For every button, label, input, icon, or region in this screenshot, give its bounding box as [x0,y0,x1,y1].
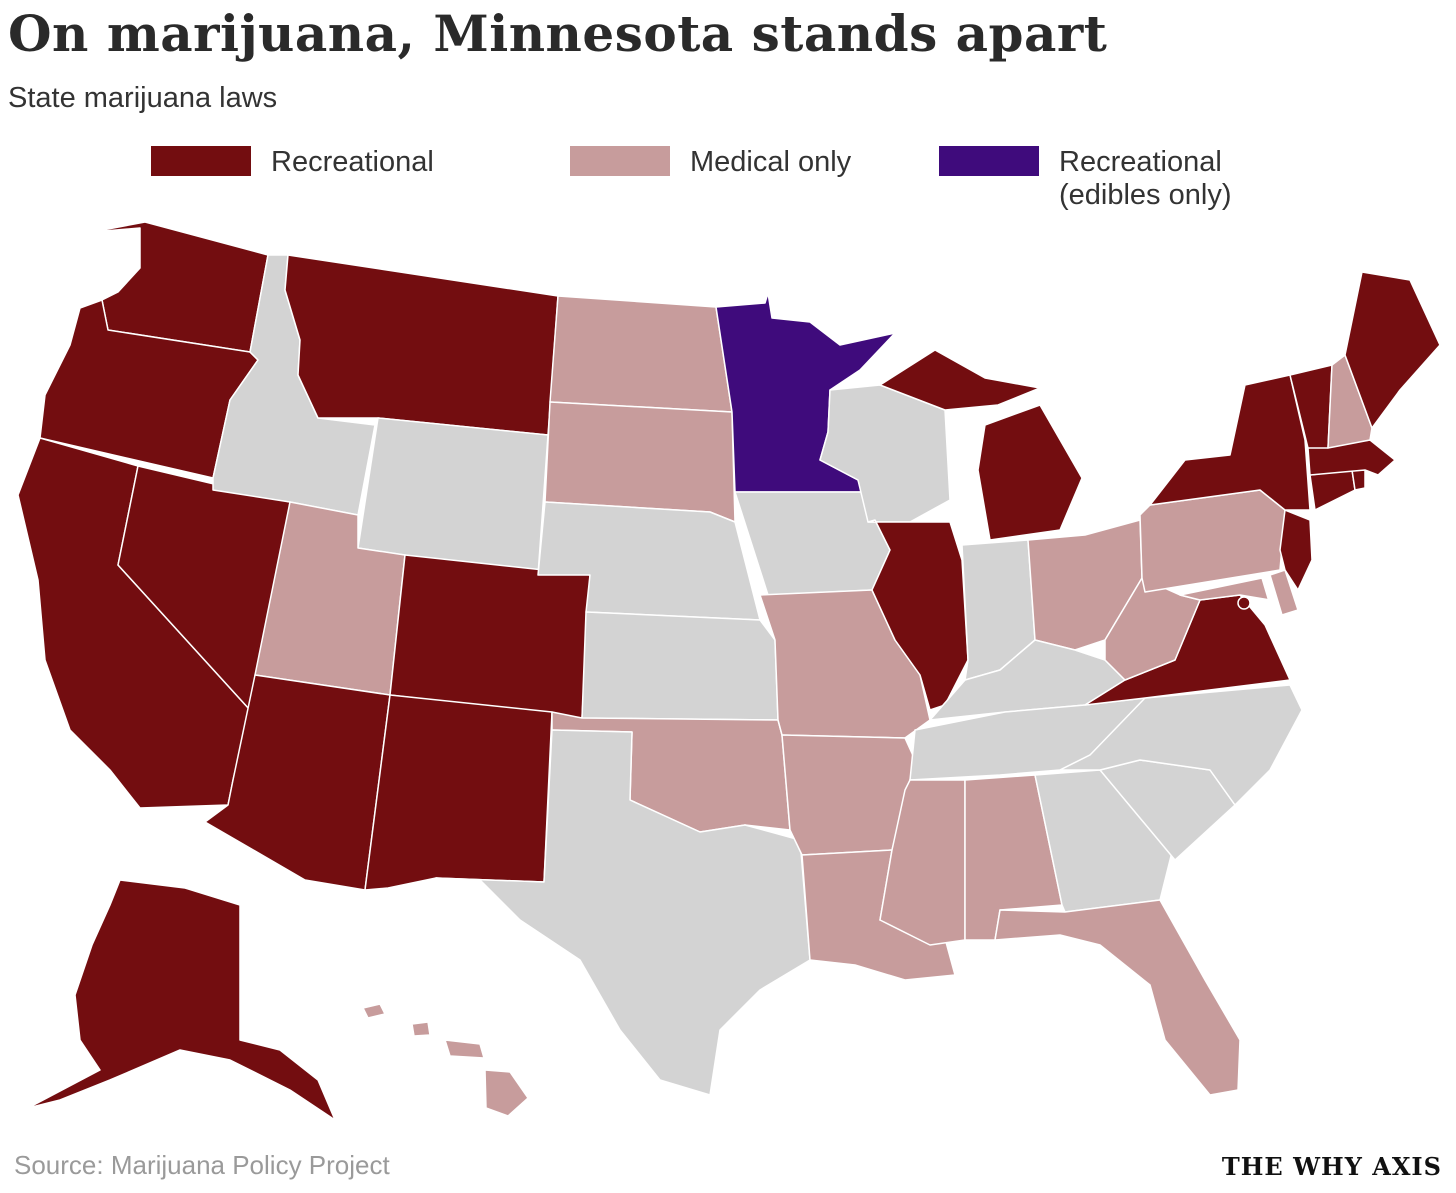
state-wyoming [357,417,549,576]
state-colorado [389,554,591,719]
state-kansas [581,611,779,721]
state-new-jersey [1279,509,1313,591]
state-rhode-island [1351,469,1366,491]
state-connecticut [1309,469,1356,511]
brand-logo: THE WHY AXIS [1221,1152,1442,1181]
chart-subtitle: State marijuana laws [8,82,278,114]
state-new-mexico [364,694,553,891]
state-michigan [879,349,1083,541]
state-north-dakota [549,295,733,413]
state-maryland [1179,577,1283,646]
state-texas [435,729,811,1096]
state-delaware [1269,569,1299,616]
hawaii-big-island [484,1069,529,1117]
state-maine [1344,271,1441,429]
state-florida [994,899,1241,1096]
state-new-hampshire [1327,354,1373,449]
hawaii-kauai [362,1003,386,1019]
legend-label-medical-only: Medical only [690,146,852,178]
legend-item-edibles-only: Recreational (edibles only) [939,146,1231,212]
legend-label-edibles-only: Recreational (edibles only) [1059,146,1232,211]
hawaii-maui [444,1039,485,1059]
legend-swatch-recreational [151,146,251,176]
state-north-carolina [1059,684,1303,806]
state-pennsylvania [1139,489,1286,593]
state-alaska [27,879,336,1121]
legend-item-recreational: Recreational [151,146,434,179]
chart-title: On marijuana, Minnesota stands apart [8,4,1108,63]
legend-item-medical-only: Medical only [570,146,851,179]
state-district-of-columbia [1237,596,1251,610]
legend-swatch-medical-only [570,146,670,176]
state-hawaii [362,1003,529,1117]
state-new-york [1149,374,1311,511]
state-illinois [867,519,969,711]
hawaii-oahu [411,1021,431,1037]
source-note: Source: Marijuana Policy Project [14,1150,390,1180]
state-montana [284,254,559,436]
legend-swatch-edibles-only [939,146,1039,176]
legend-label-recreational: Recreational [271,146,434,178]
